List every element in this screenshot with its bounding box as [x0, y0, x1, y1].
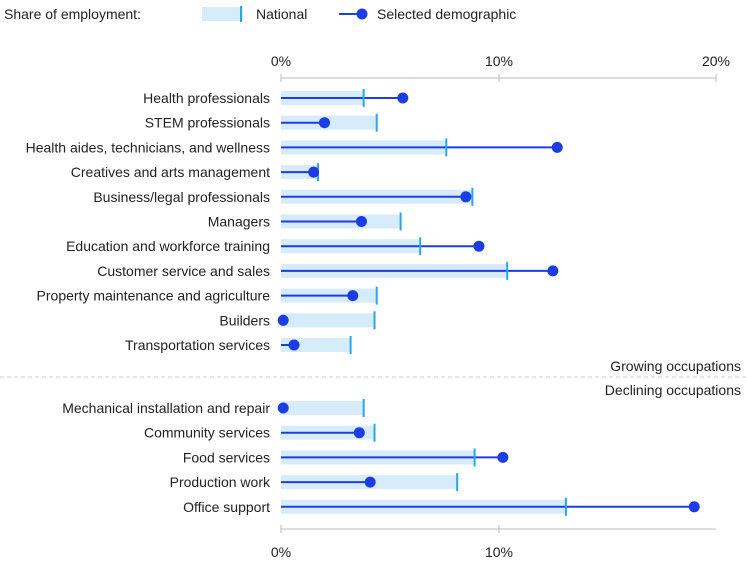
- legend-title: Share of employment:: [4, 6, 141, 22]
- chart-rows: Health professionals STEM professionals He…: [26, 89, 700, 516]
- top-tick-label: 0%: [271, 53, 291, 69]
- demographic-dot: [277, 314, 289, 326]
- national-bar: [281, 313, 375, 328]
- demographic-dot: [308, 166, 320, 178]
- demographic-dot: [397, 92, 409, 104]
- bottom-tick-label: 10%: [485, 544, 513, 560]
- top-axis: 0% 10% 20%: [271, 53, 730, 82]
- bottom-tick-label: 0%: [271, 544, 291, 560]
- category-label: Health aides, technicians, and wellness: [26, 139, 270, 155]
- category-label: Transportation services: [125, 337, 270, 353]
- legend-national-swatch: [202, 7, 243, 21]
- category-label: Builders: [219, 312, 270, 328]
- bottom-axis: 0% 10%: [271, 525, 716, 560]
- demographic-dot: [364, 476, 376, 488]
- legend-national-label: National: [256, 6, 307, 22]
- demographic-dot: [497, 451, 509, 463]
- demographic-dot: [355, 216, 367, 227]
- category-label: Community services: [144, 425, 270, 441]
- category-label: Mechanical installation and repair: [62, 400, 270, 416]
- category-label: Office support: [183, 499, 270, 515]
- demographic-dot: [353, 427, 365, 439]
- top-tick-label: 10%: [485, 53, 513, 69]
- demographic-dot: [473, 240, 485, 252]
- demographic-dot: [319, 117, 330, 129]
- legend-demographic-dot: [356, 8, 368, 20]
- demographic-dot: [347, 290, 359, 302]
- category-label: Customer service and sales: [97, 263, 270, 279]
- group-divider: Growing occupations Declining occupation…: [0, 358, 746, 398]
- category-label: Production work: [170, 474, 271, 490]
- legend-demographic-label: Selected demographic: [377, 6, 516, 22]
- top-tick-label: 20%: [702, 53, 730, 69]
- group-label-growing: Growing occupations: [610, 358, 741, 374]
- national-bar: [281, 338, 351, 352]
- category-label: Property maintenance and agriculture: [37, 288, 271, 304]
- category-label: STEM professionals: [145, 115, 270, 131]
- demographic-dot: [277, 402, 289, 414]
- category-label: Managers: [208, 214, 270, 230]
- category-label: Food services: [183, 449, 270, 465]
- demographic-dot: [688, 501, 700, 513]
- category-label: Creatives and arts management: [71, 164, 270, 180]
- category-label: Health professionals: [143, 90, 270, 106]
- category-label: Business/legal professionals: [93, 189, 270, 205]
- national-bar: [281, 401, 364, 415]
- category-label: Education and workforce training: [66, 238, 270, 254]
- demographic-dot: [460, 191, 472, 203]
- demographic-dot: [547, 265, 559, 277]
- legend: Share of employment: National Selected d…: [4, 6, 516, 22]
- group-label-declining: Declining occupations: [605, 382, 741, 398]
- demographic-dot: [288, 339, 300, 351]
- demographic-dot: [551, 141, 563, 153]
